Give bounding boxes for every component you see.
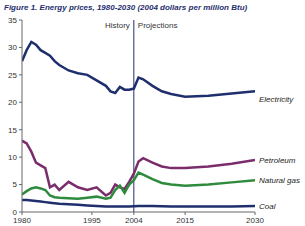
svg-text:History: History: [105, 21, 130, 30]
svg-text:10: 10: [8, 153, 17, 162]
html-text:Figure 1. Energy prices, 1980-: Figure 1. Energy prices, 1980-2030 (2004…: [4, 3, 248, 12]
svg-text:2030: 2030: [246, 216, 264, 225]
svg-text:1995: 1995: [83, 216, 101, 225]
svg-text:30: 30: [8, 43, 17, 52]
svg-text:1980: 1980: [13, 216, 31, 225]
svg-text:Natural gas: Natural gas: [259, 176, 297, 185]
svg-text:35: 35: [8, 16, 17, 25]
svg-text:15: 15: [8, 126, 17, 135]
svg-text:2015: 2015: [176, 216, 194, 225]
svg-text:Projections: Projections: [138, 21, 178, 30]
svg-text:Coal: Coal: [259, 202, 276, 211]
svg-text:0: 0: [13, 208, 18, 217]
svg-text:Electricity: Electricity: [259, 95, 294, 104]
svg-text:5: 5: [13, 180, 18, 189]
svg-text:Petroleum: Petroleum: [259, 156, 296, 165]
svg-text:25: 25: [8, 71, 17, 80]
svg-text:20: 20: [8, 98, 17, 107]
svg-text:2004: 2004: [125, 216, 143, 225]
